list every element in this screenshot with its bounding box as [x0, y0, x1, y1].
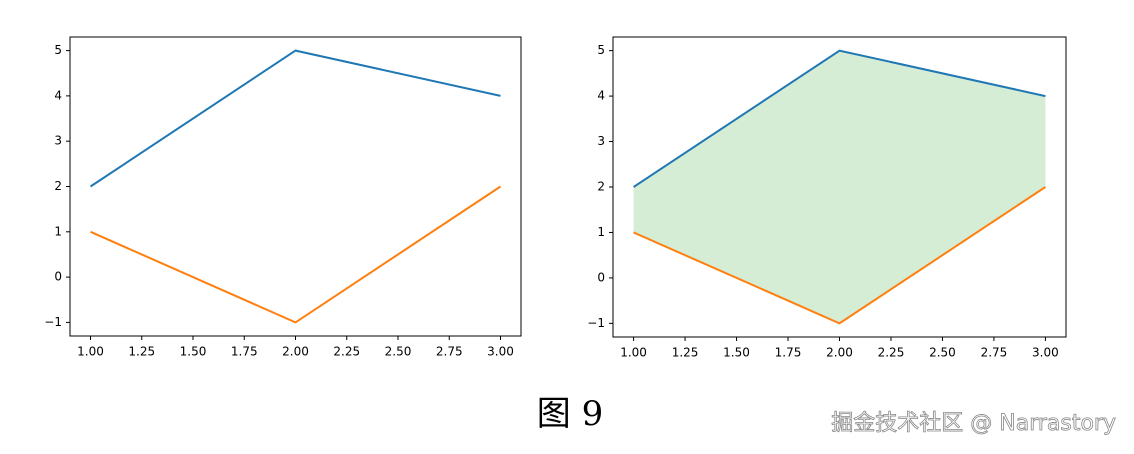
x-tick-label: 2.00	[282, 345, 309, 359]
x-tick-label: 1.00	[77, 345, 104, 359]
x-tick-label: 1.75	[231, 345, 258, 359]
y-tick-label: 5	[597, 43, 605, 57]
y-tick-label: 4	[597, 89, 605, 103]
fill-between	[633, 50, 1046, 324]
line	[633, 49, 1046, 188]
y-tick-label: 0	[597, 270, 605, 284]
x-tick-label: 1.75	[775, 346, 802, 360]
y-tick-label: 2	[54, 179, 62, 193]
y-tick-label: 2	[597, 180, 605, 194]
y-tick-label: 3	[54, 134, 62, 148]
x-tick-label: 3.00	[487, 345, 514, 359]
x-tick-label: 1.00	[620, 346, 647, 360]
x-tick-label: 2.50	[385, 345, 412, 359]
x-tick-label: 1.25	[128, 345, 155, 359]
line	[633, 186, 1046, 325]
x-tick-label: 2.25	[333, 345, 360, 359]
line	[89, 49, 501, 188]
y-tick-label: −1	[44, 315, 62, 329]
y-tick-label: 1	[54, 224, 62, 238]
y-tick-label: 0	[54, 270, 62, 284]
y-tick-label: 5	[54, 43, 62, 57]
line	[90, 185, 502, 324]
x-tick-label: 2.50	[929, 346, 956, 360]
y-tick-label: 1	[597, 225, 605, 239]
x-tick-label: 2.25	[878, 346, 905, 360]
axes-frame	[69, 36, 522, 337]
caption: 图 9	[537, 394, 603, 434]
x-tick-label: 1.50	[723, 346, 750, 360]
x-tick-label: 3.00	[1032, 346, 1059, 360]
y-tick-label: 4	[54, 88, 62, 102]
x-tick-label: 2.00	[826, 346, 853, 360]
x-tick-label: 1.50	[180, 345, 207, 359]
y-tick-label: −1	[587, 316, 605, 330]
y-tick-label: 3	[597, 134, 605, 148]
watermark: 掘金技术社区 @ Narrastory	[831, 411, 1116, 436]
x-tick-label: 1.25	[672, 346, 699, 360]
x-tick-label: 2.75	[981, 346, 1008, 360]
x-tick-label: 2.75	[436, 345, 463, 359]
